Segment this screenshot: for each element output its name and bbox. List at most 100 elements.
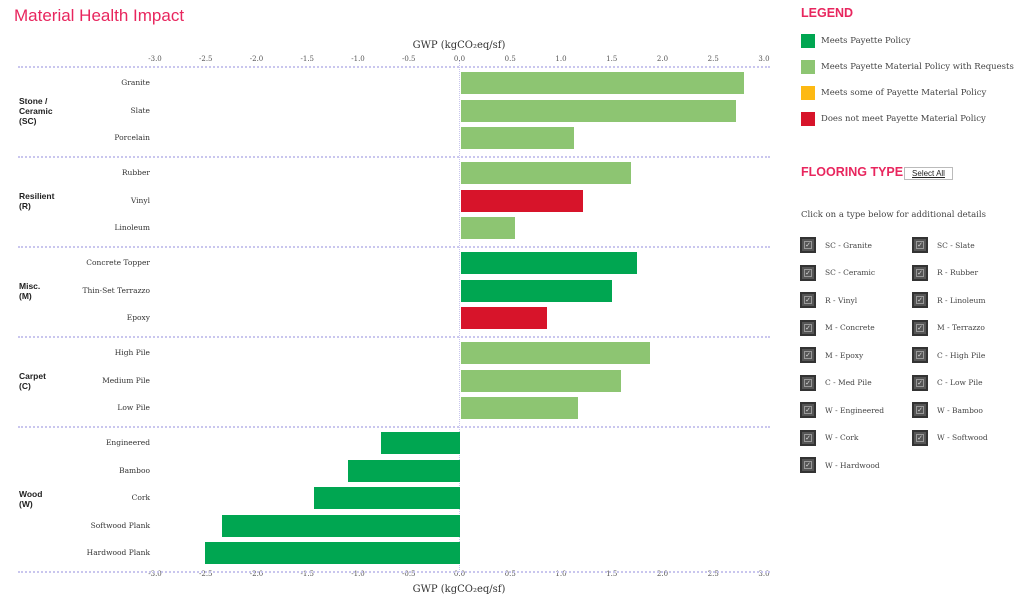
bar-cork[interactable] [314,487,461,509]
category-label: Linoleum [114,223,150,232]
checkbox-label: C - High Pile [937,350,986,360]
checkbox-box[interactable]: ✓ [912,264,928,281]
legend-label: Meets some of Payette Material Policy [821,88,987,98]
checkmark-icon: ✓ [804,351,812,359]
category-label: Porcelain [114,133,150,142]
flooring-checkbox[interactable]: ✓ W - Hardwood [800,457,880,473]
bar-medium-pile[interactable] [460,369,621,392]
x-tick-label: 2.0 [656,55,669,63]
bar-vinyl[interactable] [460,189,584,212]
flooring-checkbox[interactable]: ✓ W - Engineered [800,402,884,418]
checkbox-box[interactable]: ✓ [800,429,816,446]
checkmark-icon: ✓ [804,406,812,414]
flooring-checkbox[interactable]: ✓ SC - Ceramic [800,264,875,281]
x-tick-label: -0.5 [402,55,416,63]
x-tick-label: -1.0 [351,55,365,63]
select-all-button[interactable]: Select All [904,167,953,180]
group-label: Wood (W) [19,488,43,509]
checkbox-box[interactable]: ✓ [912,429,928,446]
zero-line [459,60,460,572]
category-label: Epoxy [126,313,150,322]
flooring-checkbox[interactable]: ✓ C - High Pile [912,347,985,363]
bar-epoxy[interactable] [460,307,547,329]
checkbox-label: C - Low Pile [937,378,983,387]
group-label: Stone / Ceramic (SC) [19,96,53,126]
checkbox-box[interactable]: ✓ [912,237,928,253]
checkbox-box[interactable]: ✓ [912,402,928,418]
x-axis-title-top: GWP (kgCO₂eq/sf) [412,40,506,51]
bar-bamboo[interactable] [347,459,461,482]
flooring-checkbox[interactable]: ✓ M - Epoxy [800,347,863,363]
checkbox-box[interactable]: ✓ [800,402,816,418]
bar-slate[interactable] [460,99,736,122]
flooring-checkbox[interactable]: ✓ W - Cork [800,429,859,446]
category-label: Hardwood Plank [86,548,150,557]
flooring-checkbox[interactable]: ✓ R - Rubber [912,264,978,281]
checkbox-label: M - Terrazzo [937,323,985,332]
page-title: Material Health Impact [14,6,185,25]
group-separator [18,66,770,68]
x-tick-label: 1.0 [555,570,567,578]
x-tick-label: 0.0 [453,570,466,578]
flooring-checkbox[interactable]: ✓ M - Concrete [800,319,875,336]
x-tick-label: 0.0 [453,55,466,63]
bar-high-pile[interactable] [460,342,651,364]
flooring-checkbox[interactable]: ✓ R - Linoleum [912,292,985,308]
bar-low-pile[interactable] [460,397,579,419]
legend-label: Meets Payette Policy [821,36,911,46]
checkbox-label: W - Cork [825,433,859,442]
checkbox-box[interactable]: ✓ [912,347,928,363]
bar-softwood-plank[interactable] [221,514,461,537]
flooring-checkbox[interactable]: ✓ W - Bamboo [912,402,983,418]
group-separator [18,246,770,248]
checkmark-icon: ✓ [916,378,924,387]
flooring-checkbox[interactable]: ✓ W - Softwood [912,429,988,446]
x-tick-label: -1.5 [300,55,315,63]
category-label: Thin-Set Terrazzo [82,285,151,295]
checkbox-box[interactable]: ✓ [912,319,928,336]
flooring-checkbox[interactable]: ✓ C - Low Pile [912,374,983,391]
checkmark-icon: ✓ [916,323,924,332]
flooring-checkbox[interactable]: ✓ M - Terrazzo [912,319,985,336]
flooring-type-title: FLOORING TYPE [801,165,904,179]
legend-label: Meets Payette Material Policy with Reque… [821,62,1014,72]
checkmark-icon: ✓ [804,461,812,469]
checkmark-icon: ✓ [916,433,924,442]
checkmark-icon: ✓ [916,296,924,304]
checkbox-box[interactable]: ✓ [912,292,928,308]
flooring-checkbox[interactable]: ✓ C - Med Pile [800,374,872,391]
checkbox-box[interactable]: ✓ [912,374,928,391]
x-tick-label: -2.0 [249,570,264,578]
group-separator [18,426,770,428]
bar-granite[interactable] [460,72,744,94]
checkbox-box[interactable]: ✓ [800,292,816,308]
checkbox-label: W - Softwood [937,433,988,442]
bar-concrete-topper[interactable] [460,252,638,274]
bar-linoleum[interactable] [460,217,516,239]
flooring-checkbox[interactable]: ✓ SC - Slate [912,237,975,253]
legend-swatch [801,86,815,100]
checkbox-box[interactable]: ✓ [800,457,816,473]
checkbox-box[interactable]: ✓ [800,264,816,281]
bar-engineered[interactable] [381,432,461,454]
x-tick-label: 0.5 [504,55,516,63]
x-tick-label: -0.5 [402,570,416,578]
bar-porcelain[interactable] [460,127,575,149]
category-label: Vinyl [130,195,150,205]
checkbox-box[interactable]: ✓ [800,347,816,363]
x-tick-label: -1.5 [300,570,315,578]
checkbox-box[interactable]: ✓ [800,374,816,391]
bar-rubber[interactable] [460,162,632,184]
bar-thin-set-terrazzo[interactable] [460,279,612,302]
flooring-checkbox[interactable]: ✓ SC - Granite [800,237,872,253]
checkmark-icon: ✓ [804,433,812,442]
checkbox-box[interactable]: ✓ [800,237,816,253]
bar-hardwood-plank[interactable] [204,542,461,564]
category-label: Rubber [121,168,150,177]
legend-label: Does not meet Payette Material Policy [821,114,986,124]
flooring-checkbox[interactable]: ✓ R - Vinyl [800,292,857,308]
checkbox-box[interactable]: ✓ [800,319,816,336]
category-label: Softwood Plank [90,520,150,530]
checkbox-label: M - Concrete [825,323,875,332]
x-tick-label: 3.0 [758,55,770,63]
